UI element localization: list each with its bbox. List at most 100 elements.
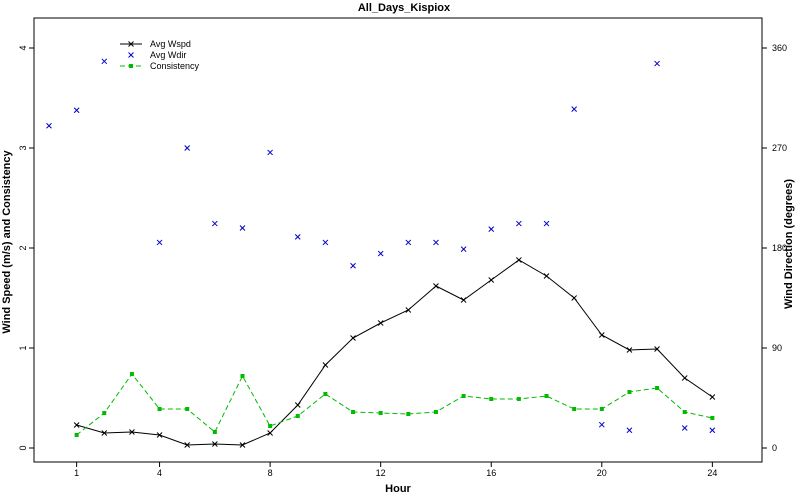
x-tick-label: 4: [157, 468, 162, 478]
series-avg-wdir: [46, 58, 716, 434]
y-left-tick-label: 3: [18, 145, 28, 150]
series-avg-wspd: [73, 257, 716, 448]
data-point: [461, 394, 466, 398]
data-point: [102, 411, 107, 415]
x-tick-label: 8: [268, 468, 273, 478]
data-point: [129, 429, 135, 435]
y-axis-right: 0 90 180 270 360: [762, 43, 787, 453]
data-point: [185, 407, 190, 411]
data-point: [267, 430, 273, 436]
data-point: [488, 226, 495, 232]
data-point: [157, 407, 162, 411]
data-point: [626, 347, 633, 353]
data-point: [184, 145, 191, 151]
data-point: [405, 307, 412, 313]
data-point: [294, 234, 301, 240]
legend-item: Consistency: [120, 61, 200, 71]
data-point: [516, 220, 522, 227]
data-point: [516, 397, 521, 401]
data-point: [516, 257, 522, 263]
data-point: [654, 346, 660, 352]
y-axis-right-label: Wind Direction (degrees): [783, 179, 795, 309]
y-right-tick-label: 90: [772, 343, 782, 353]
data-point: [294, 402, 301, 408]
data-point: [239, 442, 246, 448]
data-point: [571, 106, 578, 112]
legend-marker: [128, 52, 134, 58]
series-line: [76, 259, 713, 446]
legend-label: Avg Wdir: [150, 50, 186, 60]
x-tick-label: 20: [597, 468, 607, 478]
y-right-tick-label: 270: [772, 143, 787, 153]
data-point: [598, 421, 605, 428]
data-point: [73, 422, 80, 428]
data-point: [267, 149, 273, 156]
data-point: [350, 335, 356, 341]
data-point: [544, 394, 549, 398]
data-point: [378, 411, 383, 415]
y-right-tick-label: 180: [772, 243, 787, 253]
data-point: [239, 225, 246, 231]
data-point: [433, 410, 438, 414]
data-point: [626, 427, 633, 434]
data-point: [405, 239, 412, 246]
data-point: [156, 239, 163, 246]
x-tick-label: 16: [486, 468, 496, 478]
legend-marker: [128, 41, 134, 47]
data-point: [682, 410, 687, 414]
legend-label: Consistency: [150, 61, 200, 71]
y-right-tick-label: 0: [772, 443, 777, 453]
data-point: [654, 60, 660, 67]
data-point: [211, 220, 218, 227]
data-point: [681, 375, 688, 381]
data-point: [46, 122, 52, 129]
y-right-tick-label: 360: [772, 43, 787, 53]
legend-item: Avg Wdir: [128, 50, 186, 60]
data-point: [460, 246, 467, 252]
x-tick-label: 12: [376, 468, 386, 478]
data-point: [74, 433, 79, 437]
data-point: [627, 390, 632, 394]
y-left-tick-label: 4: [18, 45, 28, 50]
data-point: [406, 412, 411, 416]
data-point: [156, 432, 163, 438]
data-point: [460, 297, 467, 303]
data-point: [598, 332, 605, 338]
data-point: [571, 295, 578, 301]
x-tick-label: 1: [74, 468, 79, 478]
data-point: [351, 410, 356, 414]
series-consistency: [74, 372, 715, 437]
data-point: [709, 394, 716, 400]
data-point: [433, 283, 439, 289]
data-point: [322, 362, 329, 368]
data-point: [433, 239, 439, 246]
legend-item: Avg Wspd: [120, 39, 191, 49]
data-point: [101, 430, 108, 436]
data-point: [599, 407, 604, 411]
data-point: [295, 414, 300, 418]
data-point: [488, 277, 495, 283]
x-tick-label: 24: [707, 468, 717, 478]
data-point: [543, 220, 550, 227]
y-left-tick-label: 2: [18, 245, 28, 250]
legend-label: Avg Wspd: [150, 39, 191, 49]
y-axis-left-label: Wind Speed (m/s) and Consistency: [1, 149, 13, 333]
data-point: [323, 392, 328, 396]
data-point: [212, 430, 217, 434]
series-line: [76, 373, 713, 436]
legend-marker: [129, 64, 133, 68]
data-point: [211, 441, 218, 447]
data-point: [572, 407, 577, 411]
data-point: [129, 372, 134, 376]
y-left-tick-label: 0: [18, 445, 28, 450]
data-point: [710, 416, 715, 420]
data-point: [184, 442, 191, 448]
series-layer: [46, 58, 716, 448]
plot-frame: [33, 17, 763, 463]
data-point: [489, 397, 494, 401]
data-point: [350, 262, 356, 269]
data-point: [709, 427, 716, 434]
data-point: [101, 58, 108, 65]
